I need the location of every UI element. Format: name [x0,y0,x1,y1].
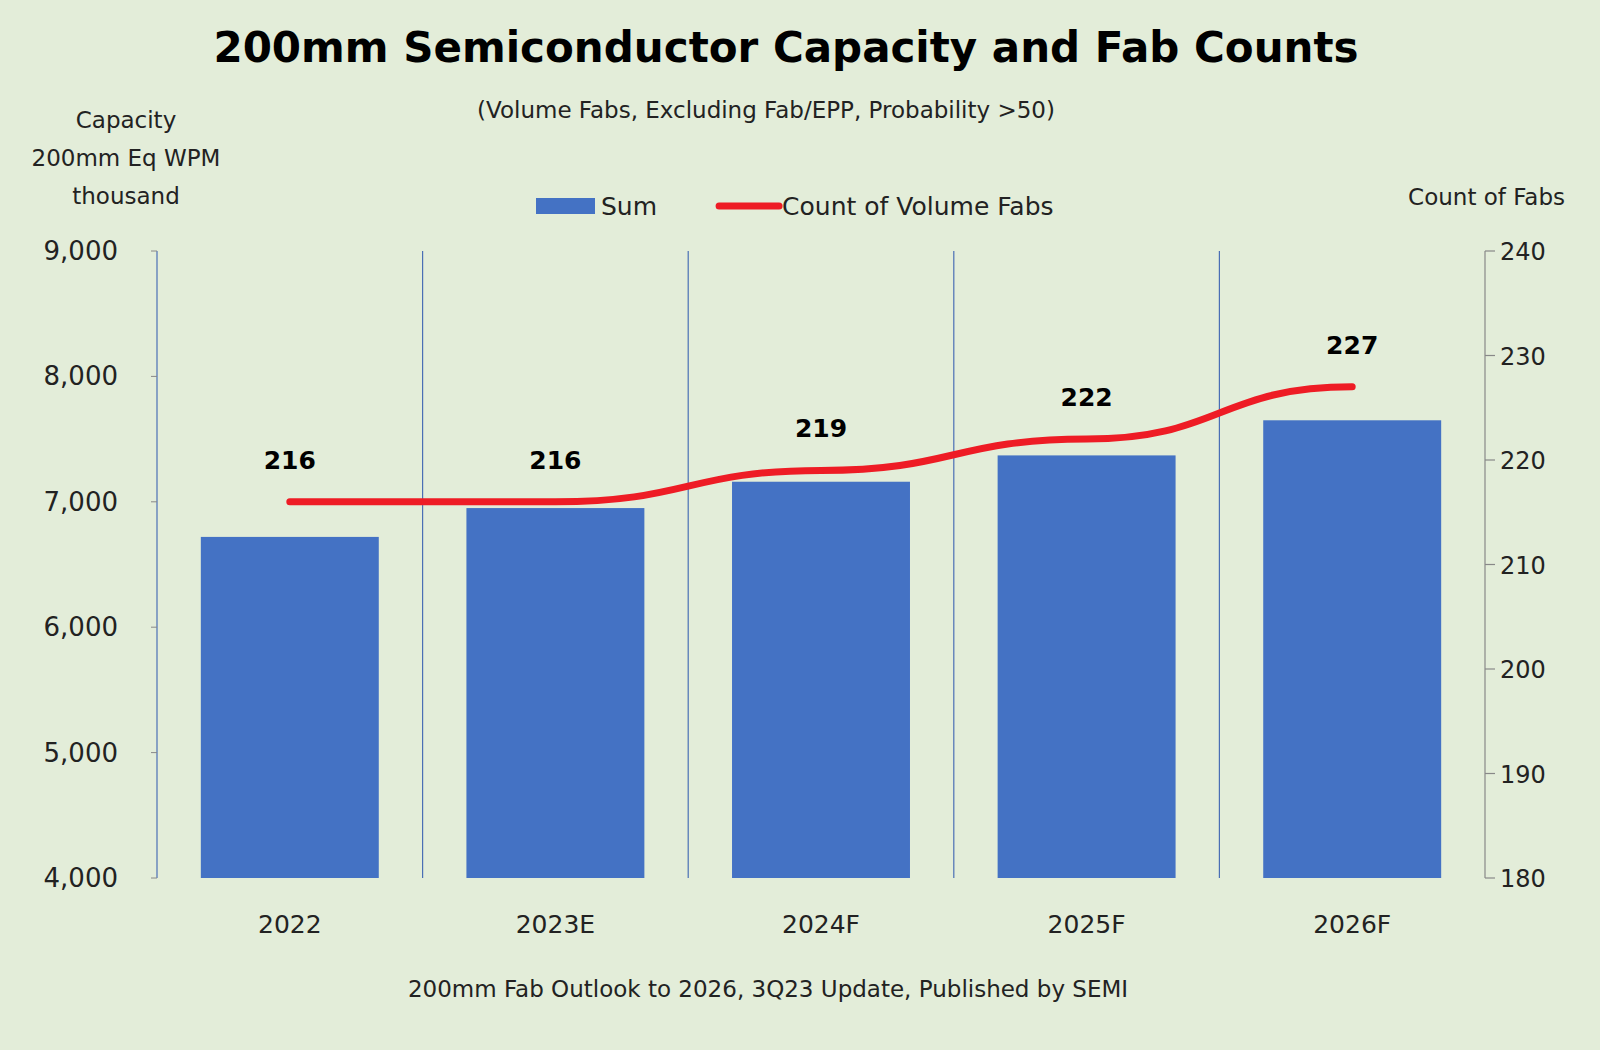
y-tick-label: 9,000 [44,236,118,266]
background [0,0,1600,1050]
bar [201,537,379,878]
legend-entry: Count of Volume Fabs [719,192,1053,221]
title: 200mm Semiconductor Capacity and Fab Cou… [213,23,1358,72]
bar [466,508,644,878]
y-axis-label: 200mm Eq WPM [32,145,221,171]
y2-tick [1485,355,1495,356]
y2-tick [1485,668,1495,669]
category-separator [1219,251,1220,878]
y-tick [151,501,157,502]
y2-tick-label: 220 [1500,447,1546,475]
labels: 216 216 219 222 227 [264,331,1379,475]
y-tick-label: 6,000 [44,612,118,642]
y2-tick-label: 180 [1500,865,1546,893]
data-label: 216 [529,446,581,475]
data-label: 216 [264,446,316,475]
y2-tick [1485,459,1495,460]
plot-area [201,387,1441,878]
legend-swatch [536,198,595,214]
bar [1263,420,1441,878]
legend-label: Count of Volume Fabs [782,192,1053,221]
category-separator [422,251,423,878]
y2-tick-label: 200 [1500,656,1546,684]
legend-swatch [719,203,779,210]
x-tick-label: 2026F [1313,910,1391,939]
y2-tick-label: 190 [1500,761,1546,789]
y2-tick-label: 240 [1500,238,1546,266]
y-tick-label: 7,000 [44,487,118,517]
y-tick-label: 8,000 [44,361,118,391]
source: 200mm Fab Outlook to 2026, 3Q23 Update, … [408,976,1128,1002]
y-tick [151,752,157,753]
bar [732,482,910,878]
bar [998,455,1176,878]
y-tick [151,376,157,377]
legend-label: Sum [601,192,657,221]
legend-entry: Sum [536,192,657,221]
x-tick-label: 2023E [516,910,595,939]
category-separator [156,251,157,878]
y-axis-label: thousand [72,183,180,209]
x-tick-label: 2025F [1048,910,1126,939]
chart: 200mm Semiconductor Capacity and Fab Cou… [0,0,1600,1050]
data-label: 219 [795,414,847,443]
x-tick-label: 2024F [782,910,860,939]
y-tick [151,878,157,879]
data-label: 227 [1326,331,1378,360]
x-tick-label: 2022 [258,910,322,939]
data-label: 222 [1061,383,1113,412]
y2-tick-label: 230 [1500,343,1546,371]
y2-tick [1485,564,1495,565]
y2-tick [1485,250,1495,251]
y-tick-label: 4,000 [44,863,118,893]
subtitle: (Volume Fabs, Excluding Fab/EPP, Probabi… [477,97,1055,123]
category-separator [953,251,954,878]
y2-axis-label: Count of Fabs [1408,184,1565,210]
y-tick [151,627,157,628]
y-tick [151,251,157,252]
y2-tick [1485,773,1495,774]
y-axis-label: Capacity [76,107,177,133]
category-separator [688,251,689,878]
y-tick-label: 5,000 [44,738,118,768]
y2-tick-label: 210 [1500,552,1546,580]
y2-tick [1485,877,1495,878]
line [290,387,1352,502]
